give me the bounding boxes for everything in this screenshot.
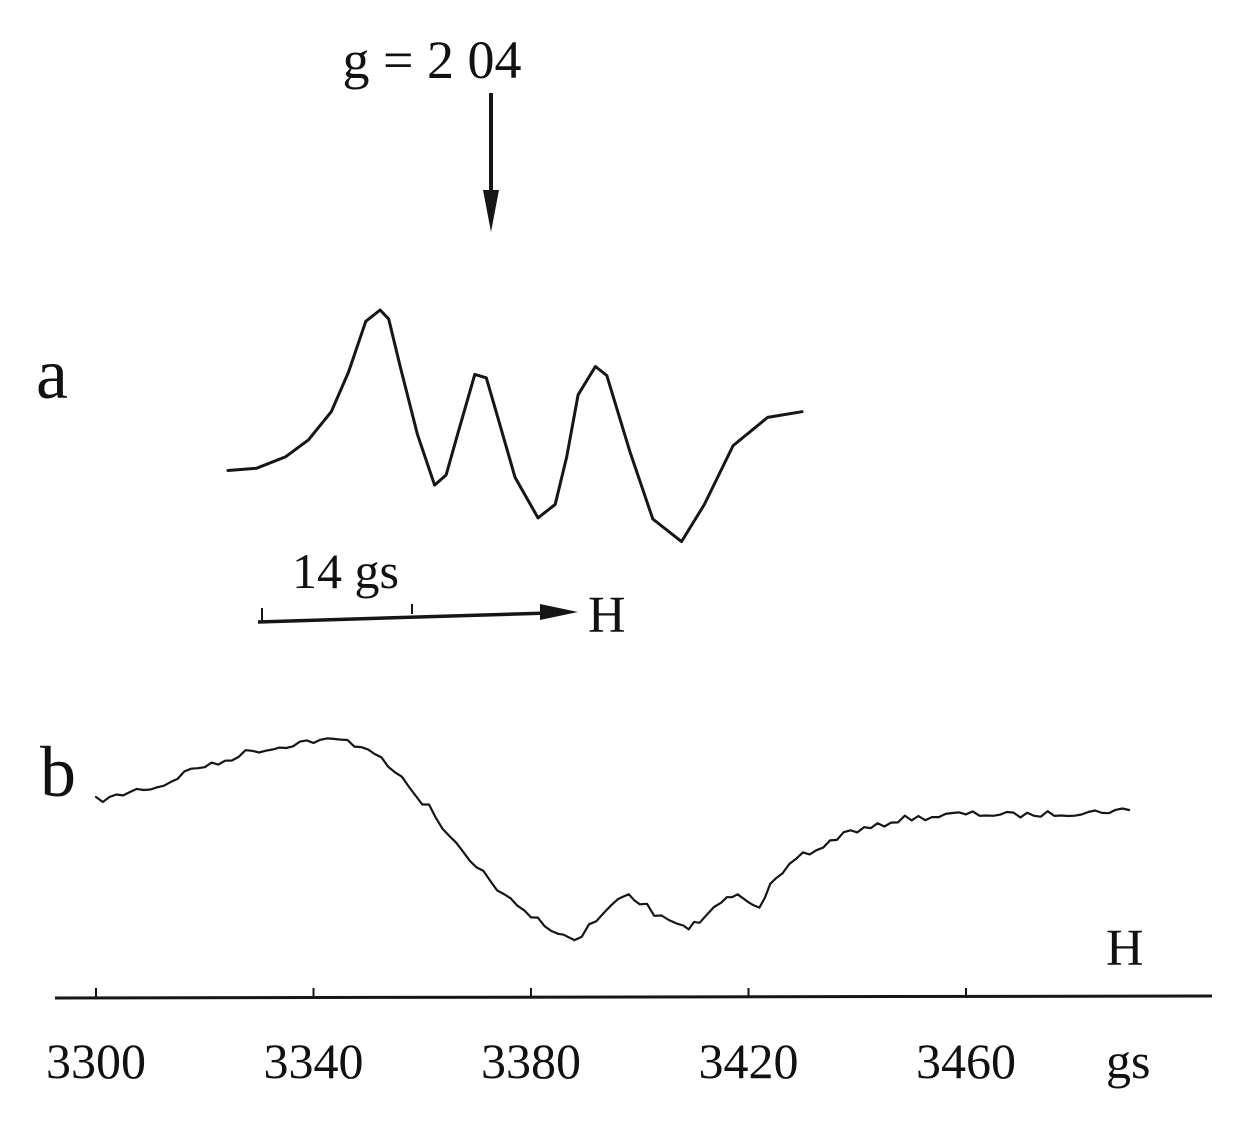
x-axis-tick-label: 3420 <box>699 1033 799 1089</box>
x-axis-tick-label: 3380 <box>481 1033 581 1089</box>
x-axis-unit-label: gs <box>1106 1033 1150 1089</box>
x-axis-tick-label: 3340 <box>264 1033 364 1089</box>
scale-bar-line <box>257 611 549 624</box>
panel-a-field-label: H <box>588 587 626 644</box>
panel-b-plot <box>94 737 1131 942</box>
panel-b-series-line <box>94 737 1131 942</box>
g-value-annotation: g = 2 04 <box>343 30 522 90</box>
scale-bar-label: 14 gs <box>292 543 399 599</box>
x-axis-tick-label: 3460 <box>916 1033 1016 1089</box>
g-value-arrow-head <box>483 190 499 232</box>
scale-bar-arrow-head <box>540 604 578 620</box>
panel-a-label: a <box>36 334 68 414</box>
panel-b-field-label: H <box>1106 920 1144 977</box>
x-axis-tick-label: 3300 <box>46 1033 146 1089</box>
panel-a-series-line <box>226 308 804 544</box>
panel-b-label: b <box>40 732 76 812</box>
x-axis-line <box>54 994 1213 1000</box>
panel-a-plot <box>226 308 804 544</box>
x-axis-ticks: 3300 3340 3380 3420 3460 <box>46 988 1016 1089</box>
